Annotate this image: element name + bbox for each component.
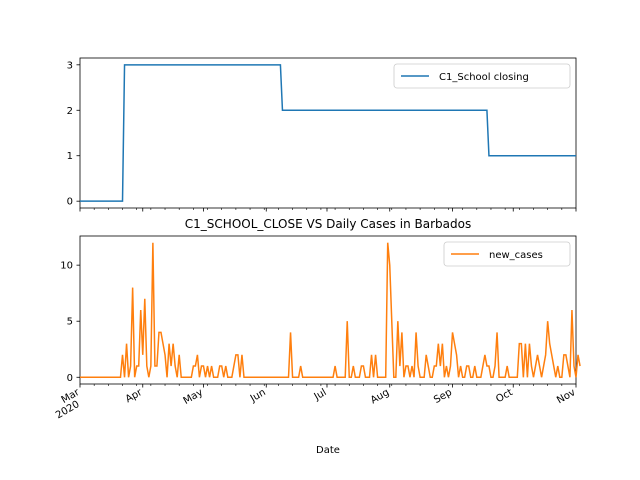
top-y-tick-label: 2 bbox=[67, 106, 73, 117]
top-legend-label: C1_School closing bbox=[439, 72, 529, 83]
top-y-tick-label: 1 bbox=[67, 151, 73, 162]
bottom-legend-box bbox=[443, 241, 571, 267]
chart-title: C1_SCHOOL_CLOSE VS Daily Cases in Barbad… bbox=[185, 217, 471, 231]
bottom-y-tick-label: 0 bbox=[67, 373, 73, 384]
bottom-x-tick-label: May bbox=[182, 387, 205, 407]
top-legend: C1_School closing bbox=[393, 63, 571, 89]
bottom-x-tick-label: Nov bbox=[555, 387, 577, 406]
school-closing-panel: 0 1 2 3 C1_School closing bbox=[67, 57, 577, 212]
top-y-tick-label: 3 bbox=[67, 60, 73, 71]
bottom-y-tick-label: 10 bbox=[60, 261, 73, 272]
bottom-y-ticks: 0 5 10 bbox=[60, 261, 80, 384]
top-legend-box bbox=[393, 63, 571, 89]
new-cases-line bbox=[80, 242, 581, 379]
bottom-x-tick-label: Jun bbox=[248, 387, 268, 405]
x-axis-label: Date bbox=[316, 445, 340, 456]
school-closing-line bbox=[80, 64, 576, 202]
bottom-y-tick-label: 5 bbox=[67, 317, 73, 328]
bottom-x-tick-label: Aug bbox=[369, 387, 391, 406]
top-y-tick-label: 0 bbox=[67, 197, 73, 208]
bottom-legend-label: new_cases bbox=[489, 250, 543, 261]
bottom-x-tick-label: Oct bbox=[494, 387, 515, 405]
bottom-x-tick-label: Apr bbox=[124, 387, 145, 406]
bottom-x-tick-label: Jul bbox=[312, 387, 329, 403]
bottom-x-tick-label: Sep bbox=[432, 387, 454, 406]
top-y-ticks: 0 1 2 3 bbox=[67, 60, 80, 208]
top-x-ticks bbox=[79, 208, 577, 212]
bottom-legend: new_cases bbox=[443, 241, 571, 267]
